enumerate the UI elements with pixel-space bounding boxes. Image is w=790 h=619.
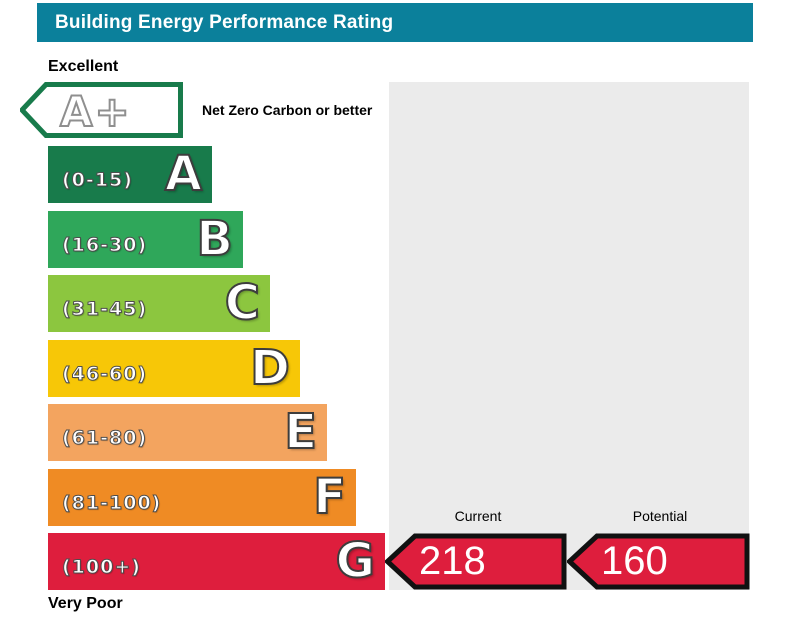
- header-bar: Building Energy Performance Rating: [37, 3, 753, 42]
- band-d: (46-60) D: [48, 339, 300, 397]
- band-range: (100+): [62, 555, 141, 578]
- band-range: (81-100): [61, 491, 162, 514]
- potential-indicator-arrow: 160: [567, 533, 750, 590]
- current-value: 218: [419, 539, 486, 583]
- band-grade: G: [335, 532, 376, 590]
- band-g: (100+) G: [48, 532, 385, 590]
- band-c: (31-45) C: [48, 274, 270, 332]
- page-title: Building Energy Performance Rating: [55, 11, 394, 33]
- scale-top-label: Excellent: [48, 58, 119, 75]
- scale-bottom-label: Very Poor: [48, 595, 123, 612]
- net-zero-grade: A+: [59, 86, 132, 137]
- current-indicator-arrow: 218: [385, 533, 567, 590]
- band-grade: F: [312, 468, 347, 526]
- band-grade: A: [164, 145, 203, 203]
- band-range: (16-30): [61, 233, 148, 256]
- net-zero-band-arrow: [20, 82, 183, 138]
- band-grade: E: [283, 403, 318, 461]
- band-a: (0-15) A: [48, 145, 212, 203]
- indicator-panel: [389, 82, 749, 590]
- band-b: (16-30) B: [48, 210, 243, 268]
- band-grade: C: [224, 274, 261, 332]
- current-arrow-shape: [385, 533, 567, 590]
- band-range: (46-60): [61, 362, 148, 385]
- net-zero-arrow-outline: [20, 82, 183, 138]
- current-label: Current: [454, 508, 502, 524]
- band-range: (61-80): [61, 426, 148, 449]
- potential-arrow-shape: [567, 533, 750, 590]
- net-zero-description: Net Zero Carbon or better: [202, 102, 373, 118]
- potential-value: 160: [601, 539, 668, 583]
- band-range: (0-15): [62, 168, 133, 191]
- band-grade: D: [249, 339, 291, 397]
- band-grade: B: [195, 210, 234, 268]
- band-f: (81-100) F: [48, 468, 356, 526]
- band-e: (61-80) E: [48, 403, 327, 461]
- band-range: (31-45): [61, 297, 148, 320]
- potential-label: Potential: [632, 508, 688, 524]
